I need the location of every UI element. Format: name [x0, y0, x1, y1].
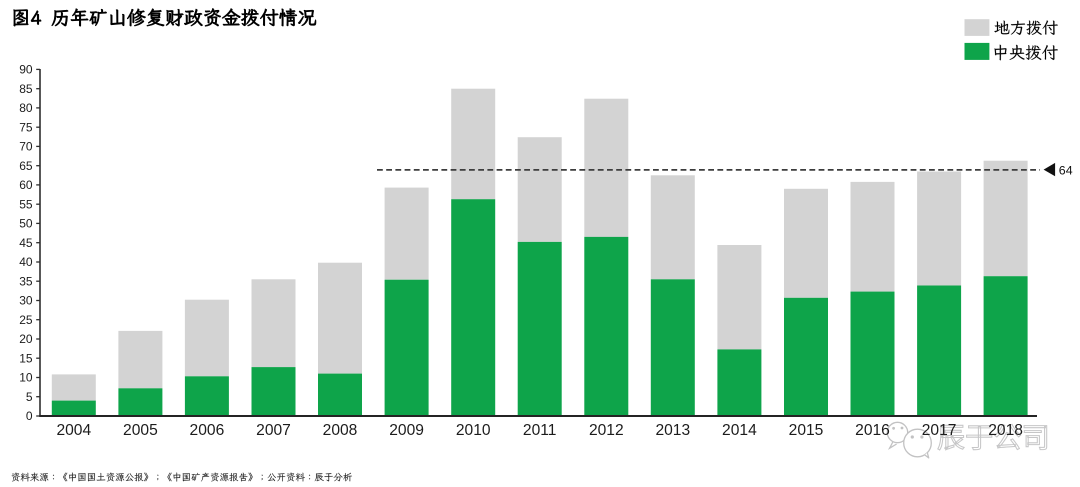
svg-text:20: 20: [19, 332, 33, 346]
svg-text:70: 70: [19, 140, 33, 154]
svg-text:10: 10: [19, 371, 33, 385]
svg-text:2017: 2017: [922, 422, 957, 439]
svg-text:5: 5: [26, 390, 33, 404]
svg-text:55: 55: [19, 197, 33, 211]
svg-text:2011: 2011: [523, 422, 557, 439]
svg-text:0: 0: [26, 409, 33, 423]
svg-text:2004: 2004: [56, 422, 91, 439]
svg-text:75: 75: [19, 120, 33, 134]
svg-text:90: 90: [19, 63, 33, 77]
svg-text:2007: 2007: [256, 422, 291, 439]
svg-text:85: 85: [19, 82, 33, 96]
svg-text:60: 60: [19, 178, 33, 192]
svg-text:2008: 2008: [323, 422, 358, 439]
svg-text:2005: 2005: [123, 422, 158, 439]
svg-text:40: 40: [19, 255, 33, 269]
svg-text:64: 64: [1059, 163, 1073, 177]
svg-text:2013: 2013: [655, 422, 690, 439]
svg-text:2016: 2016: [855, 422, 890, 439]
svg-text:65: 65: [19, 159, 33, 173]
svg-text:35: 35: [19, 274, 33, 288]
svg-text:45: 45: [19, 236, 33, 250]
svg-text:2012: 2012: [589, 422, 624, 439]
svg-text:80: 80: [19, 101, 33, 115]
svg-text:2009: 2009: [389, 422, 424, 439]
svg-text:15: 15: [19, 351, 33, 365]
svg-text:2010: 2010: [456, 422, 491, 439]
svg-text:2015: 2015: [789, 422, 824, 439]
svg-text:2006: 2006: [190, 422, 225, 439]
svg-text:2014: 2014: [722, 422, 757, 439]
svg-text:25: 25: [19, 313, 33, 327]
svg-text:30: 30: [19, 294, 33, 308]
svg-text:50: 50: [19, 217, 33, 231]
svg-text:2018: 2018: [988, 422, 1023, 439]
